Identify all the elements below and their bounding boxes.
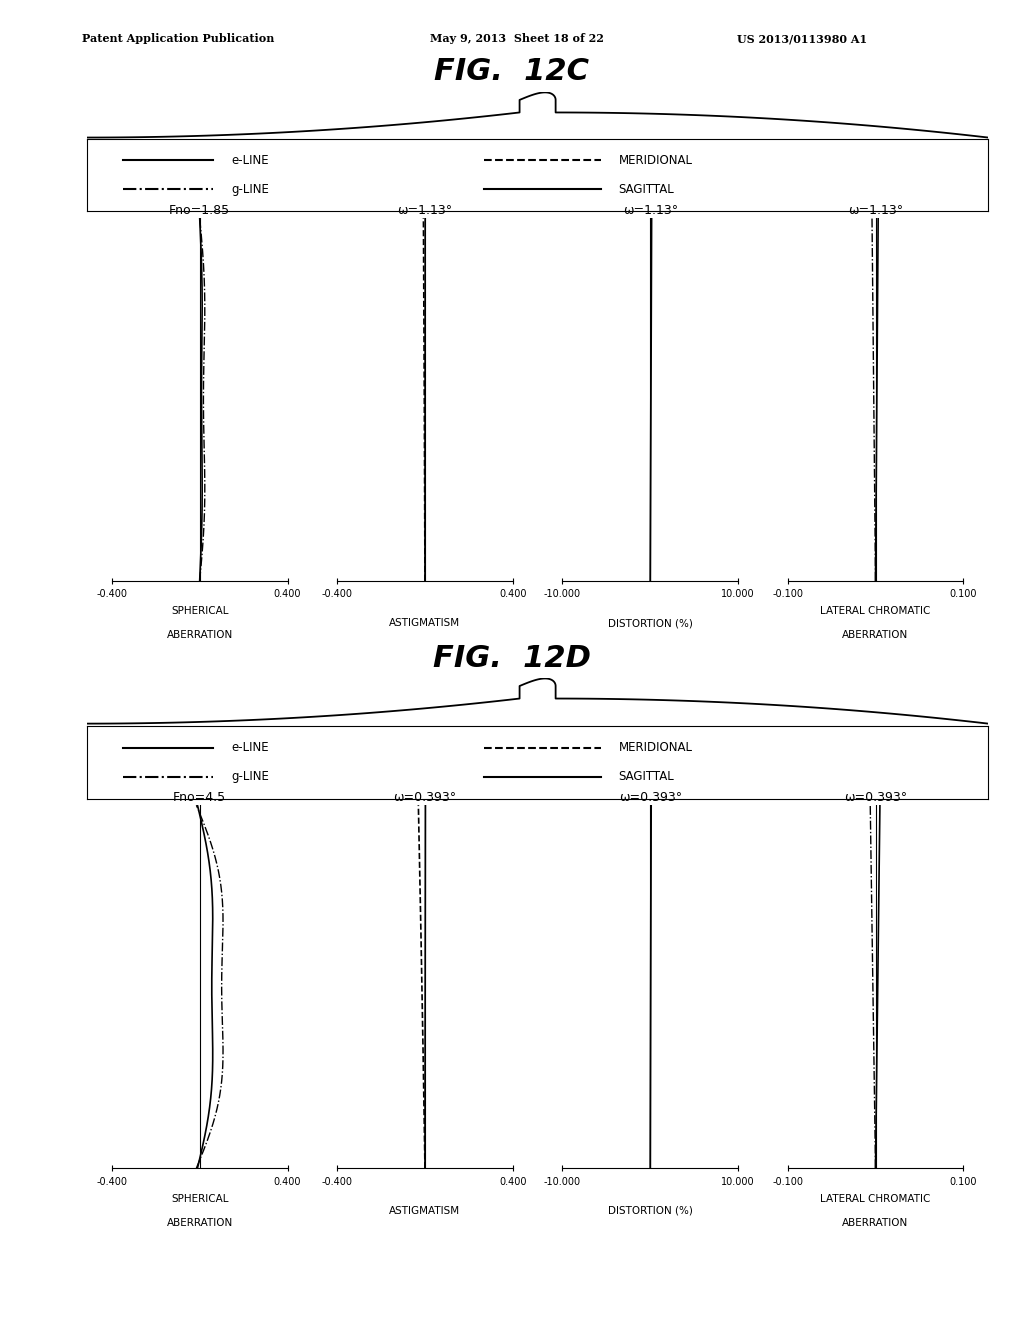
- Text: SAGITTAL: SAGITTAL: [618, 183, 675, 195]
- Text: g-LINE: g-LINE: [231, 771, 269, 783]
- Text: ASTIGMATISM: ASTIGMATISM: [389, 1205, 461, 1216]
- Text: FIG.  12C: FIG. 12C: [434, 57, 590, 86]
- Title: ω=0.393°: ω=0.393°: [618, 791, 682, 804]
- Text: g-LINE: g-LINE: [231, 183, 269, 195]
- Text: DISTORTION (%): DISTORTION (%): [608, 618, 692, 628]
- Text: MERIDIONAL: MERIDIONAL: [618, 154, 692, 166]
- Text: DISTORTION (%): DISTORTION (%): [608, 1205, 692, 1216]
- Text: May 9, 2013  Sheet 18 of 22: May 9, 2013 Sheet 18 of 22: [430, 33, 604, 44]
- Text: Patent Application Publication: Patent Application Publication: [82, 33, 274, 44]
- Text: ABERRATION: ABERRATION: [843, 630, 908, 640]
- Text: LATERAL CHROMATIC: LATERAL CHROMATIC: [820, 606, 931, 616]
- Title: ω=0.393°: ω=0.393°: [393, 791, 457, 804]
- Title: Fno=1.85: Fno=1.85: [169, 203, 230, 216]
- Title: Fno=4.5: Fno=4.5: [173, 791, 226, 804]
- Text: LATERAL CHROMATIC: LATERAL CHROMATIC: [820, 1193, 931, 1204]
- Text: SPHERICAL: SPHERICAL: [171, 606, 228, 616]
- Title: ω=0.393°: ω=0.393°: [844, 791, 907, 804]
- Text: US 2013/0113980 A1: US 2013/0113980 A1: [737, 33, 867, 44]
- Text: FIG.  12D: FIG. 12D: [433, 644, 591, 673]
- Text: ABERRATION: ABERRATION: [843, 1217, 908, 1228]
- Text: ABERRATION: ABERRATION: [167, 1217, 232, 1228]
- Text: SAGITTAL: SAGITTAL: [618, 771, 675, 783]
- Text: e-LINE: e-LINE: [231, 742, 269, 754]
- Title: ω=1.13°: ω=1.13°: [848, 203, 903, 216]
- Title: ω=1.13°: ω=1.13°: [397, 203, 453, 216]
- Text: e-LINE: e-LINE: [231, 154, 269, 166]
- Text: MERIDIONAL: MERIDIONAL: [618, 742, 692, 754]
- Text: SPHERICAL: SPHERICAL: [171, 1193, 228, 1204]
- Title: ω=1.13°: ω=1.13°: [623, 203, 678, 216]
- Text: ASTIGMATISM: ASTIGMATISM: [389, 618, 461, 628]
- Text: ABERRATION: ABERRATION: [167, 630, 232, 640]
